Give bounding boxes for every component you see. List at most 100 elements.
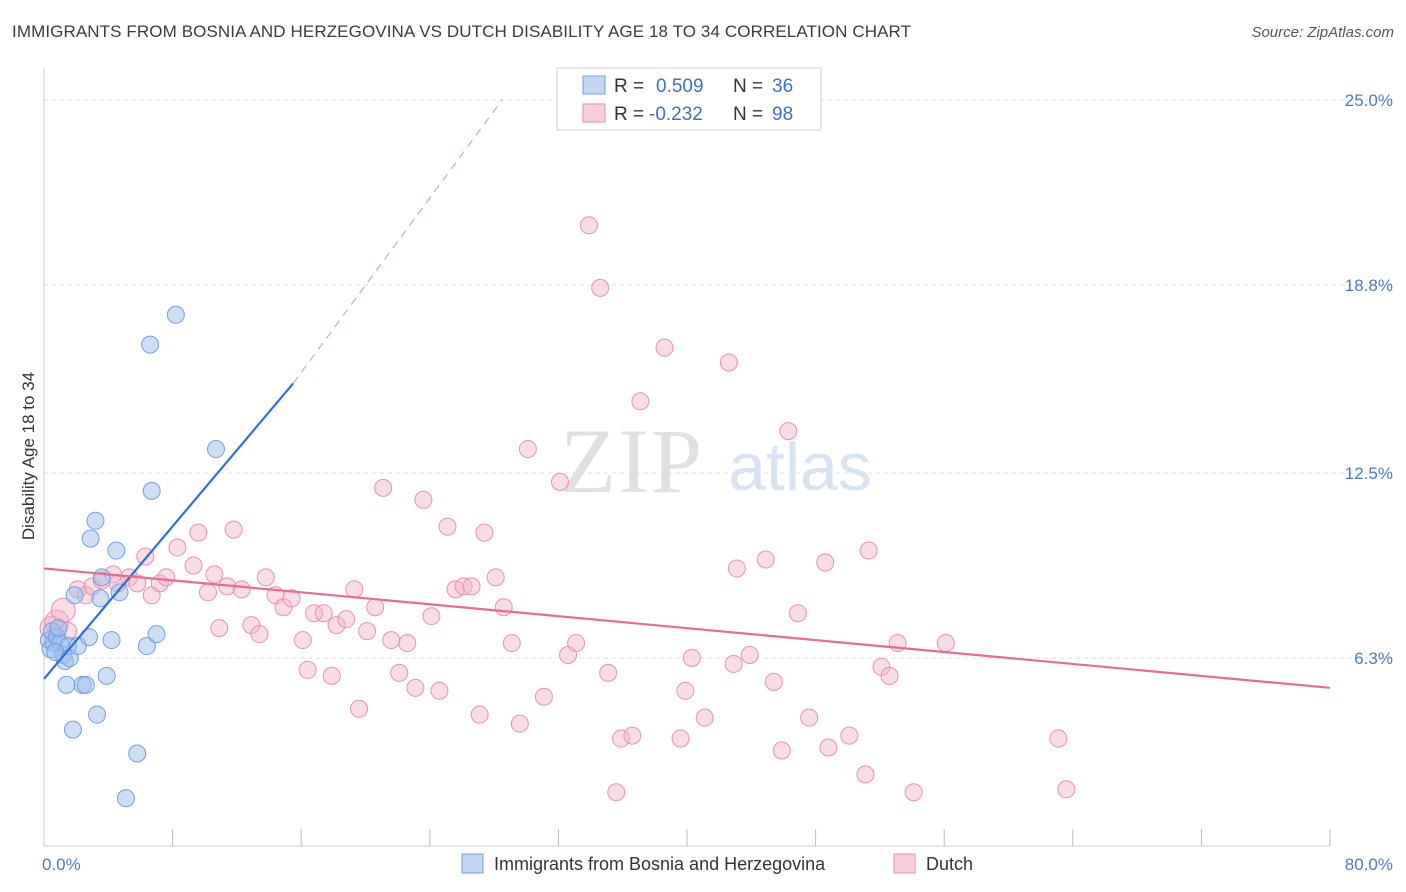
bosnia-point-30 bbox=[142, 481, 161, 500]
dutch-point-36 bbox=[327, 616, 346, 635]
dutch-point-74 bbox=[676, 681, 695, 700]
dutch-point-84 bbox=[779, 422, 798, 441]
dutch-point-71 bbox=[631, 392, 650, 411]
y-tick-label-1: 12.5% bbox=[1345, 464, 1393, 483]
trend-line-dutch bbox=[43, 567, 1331, 689]
legend-r-label-bosnia: R = bbox=[614, 76, 644, 97]
dutch-point-85 bbox=[788, 604, 807, 623]
dutch-point-56 bbox=[486, 568, 505, 587]
dutch-point-67 bbox=[599, 663, 618, 682]
dutch-point-77 bbox=[719, 353, 738, 372]
y-tick-label-3: 25.0% bbox=[1345, 91, 1393, 110]
bosnia-point-32 bbox=[166, 305, 185, 324]
dutch-point-30 bbox=[282, 589, 301, 608]
bosnia-point-12 bbox=[65, 586, 84, 605]
bosnia-point-20 bbox=[91, 589, 110, 608]
bosnia-point-17 bbox=[81, 529, 100, 548]
dutch-point-21 bbox=[210, 619, 229, 638]
bosnia-point-11 bbox=[63, 720, 82, 739]
bosnia-point-31 bbox=[147, 625, 166, 644]
dutch-point-97 bbox=[1049, 729, 1068, 748]
dutch-point-90 bbox=[856, 765, 875, 784]
dutch-point-69 bbox=[612, 729, 631, 748]
trend-line-bosnia-extension bbox=[292, 99, 503, 384]
dutch-point-19 bbox=[198, 583, 217, 602]
dutch-point-18 bbox=[189, 523, 208, 542]
dutch-point-72 bbox=[655, 338, 674, 357]
bottom-legend-swatch-bosnia bbox=[461, 853, 484, 874]
dutch-point-44 bbox=[390, 663, 409, 682]
dutch-point-89 bbox=[840, 726, 859, 745]
legend-r-label-dutch: R = bbox=[614, 104, 644, 125]
dutch-point-73 bbox=[671, 729, 690, 748]
dutch-point-76 bbox=[695, 708, 714, 727]
bosnia-point-29 bbox=[141, 335, 160, 354]
x-tick-label-min: 0.0% bbox=[42, 855, 81, 874]
dutch-point-50 bbox=[438, 517, 457, 536]
bosnia-point-18 bbox=[86, 511, 105, 530]
dutch-point-82 bbox=[764, 672, 783, 691]
bottom-legend: Immigrants from Bosnia and Herzegovina D… bbox=[461, 853, 973, 874]
chart-source: Source: ZipAtlas.com bbox=[1251, 24, 1394, 41]
dutch-point-60 bbox=[518, 440, 537, 459]
bottom-legend-label-dutch: Dutch bbox=[926, 854, 973, 874]
legend-r-value-dutch: -0.232 bbox=[649, 104, 703, 125]
dutch-point-43 bbox=[382, 631, 401, 650]
dutch-point-96 bbox=[936, 634, 955, 653]
dutch-point-34 bbox=[314, 604, 333, 623]
dutch-point-11 bbox=[128, 574, 147, 593]
y-tick-labels: 6.3% 12.5% 18.8% 25.0% bbox=[1345, 91, 1393, 668]
dutch-point-23 bbox=[224, 520, 243, 539]
y-tick-label-2: 18.8% bbox=[1345, 276, 1393, 295]
dutch-point-58 bbox=[502, 634, 521, 653]
dutch-point-48 bbox=[422, 607, 441, 626]
dutch-point-98 bbox=[1057, 780, 1076, 799]
trend-lines bbox=[43, 99, 1331, 689]
axes bbox=[43, 68, 1331, 847]
dutch-point-68 bbox=[607, 783, 626, 802]
bosnia-point-25 bbox=[110, 583, 129, 602]
dutch-point-53 bbox=[462, 577, 481, 596]
dutch-point-31 bbox=[293, 631, 312, 650]
dutch-point-20 bbox=[205, 565, 224, 584]
dutch-point-47 bbox=[414, 490, 433, 509]
bosnia-point-34 bbox=[49, 619, 68, 638]
dutch-point-64 bbox=[567, 634, 586, 653]
legend-n-label-bosnia: N = bbox=[733, 76, 763, 97]
dutch-point-91 bbox=[859, 541, 878, 560]
dutch-point-45 bbox=[398, 634, 417, 653]
bosnia-point-28 bbox=[137, 637, 156, 656]
dutch-point-46 bbox=[406, 678, 425, 697]
bottom-legend-swatch-dutch bbox=[893, 853, 916, 874]
dutch-point-57 bbox=[494, 598, 513, 617]
dutch-point-93 bbox=[880, 666, 899, 685]
chart-title: IMMIGRANTS FROM BOSNIA AND HERZEGOVINA V… bbox=[12, 22, 912, 41]
watermark-zip: ZIP bbox=[560, 410, 704, 512]
bosnia-point-24 bbox=[107, 541, 126, 560]
dutch-point-86 bbox=[800, 708, 819, 727]
legend-n-value-dutch: 98 bbox=[772, 104, 793, 125]
dutch-point-88 bbox=[819, 738, 838, 757]
dutch-point-81 bbox=[756, 550, 775, 569]
bosnia-point-35 bbox=[46, 643, 65, 662]
dutch-point-62 bbox=[551, 472, 570, 491]
dutch-point-42 bbox=[374, 478, 393, 497]
bosnia-point-33 bbox=[207, 440, 226, 459]
dutch-point-39 bbox=[350, 699, 369, 718]
legend-r-value-bosnia: 0.509 bbox=[656, 76, 704, 97]
watermark: ZIP atlas bbox=[560, 410, 872, 512]
dutch-point-70 bbox=[623, 726, 642, 745]
bosnia-point-23 bbox=[102, 631, 121, 650]
bosnia-point-26 bbox=[116, 789, 135, 808]
legend-swatch-dutch bbox=[582, 103, 606, 123]
dutch-point-80 bbox=[740, 645, 759, 664]
bosnia-point-27 bbox=[128, 744, 147, 763]
x-tick-labels: 0.0% 80.0% bbox=[42, 855, 1393, 874]
dutch-point-15 bbox=[157, 568, 176, 587]
series-dutch-points bbox=[39, 216, 1076, 802]
dutch-point-79 bbox=[727, 559, 746, 578]
x-tick-label-max: 80.0% bbox=[1345, 855, 1393, 874]
bottom-legend-label-bosnia: Immigrants from Bosnia and Herzegovina bbox=[494, 854, 826, 874]
legend-swatch-bosnia bbox=[582, 75, 606, 95]
